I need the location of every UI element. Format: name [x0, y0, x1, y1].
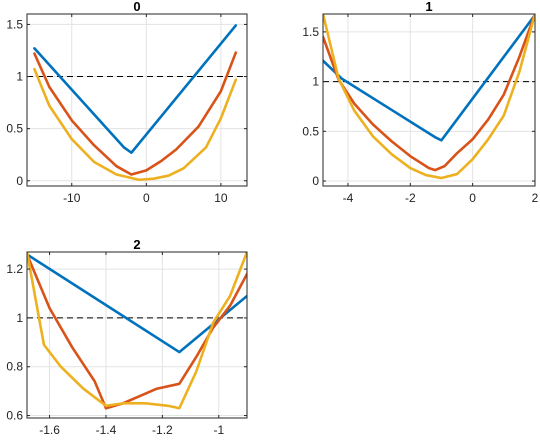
- y-tick-label: 0: [312, 174, 319, 188]
- x-tick-label: 0: [469, 191, 476, 205]
- x-tick-label: -10: [63, 191, 81, 205]
- x-tick-label: 2: [532, 191, 539, 205]
- axes-box: [26, 251, 248, 419]
- chart-panel-2: -1.6 -1.4 -1.2 -1 0.6 0.8 1 1.2 2: [6, 237, 248, 437]
- series-line-3: [33, 67, 238, 182]
- y-tick-label: 1.5: [302, 25, 319, 39]
- series-line-1: [323, 14, 535, 142]
- y-tick-label: 1.5: [6, 17, 23, 31]
- y-tick-label: 0.8: [6, 360, 23, 374]
- y-tick-label: 1: [16, 311, 23, 325]
- y-tick-label: 0: [16, 174, 23, 188]
- x-tick-label: -4: [343, 191, 354, 205]
- series-line-1: [33, 24, 238, 154]
- chart-title: 0: [133, 0, 140, 14]
- chart-panel-0: -10 0 10 0 0.5 1 1.5 0: [6, 0, 248, 205]
- x-tick-label: -1.6: [39, 423, 60, 437]
- y-tick-label: 0.6: [6, 409, 23, 423]
- series-line-2: [27, 253, 247, 410]
- x-tick-label: -1: [213, 423, 224, 437]
- x-tick-label: -2: [405, 191, 416, 205]
- y-tick-label: 0.5: [302, 124, 319, 138]
- axes-box: [26, 13, 248, 187]
- series-line-3: [323, 14, 535, 180]
- y-tick-label: 1: [312, 75, 319, 89]
- chart-panel-1: -4 -2 0 2 0 0.5 1 1.5 1: [302, 0, 538, 205]
- series-line-2: [33, 51, 238, 176]
- x-tick-label: 10: [214, 191, 228, 205]
- series-line-3: [27, 252, 247, 410]
- chart-title: 2: [133, 237, 140, 252]
- chart-title: 1: [425, 0, 432, 14]
- series-line-2: [323, 14, 535, 172]
- x-tick-label: 0: [143, 191, 150, 205]
- y-tick-label: 0.5: [6, 122, 23, 136]
- x-tick-label: -1.2: [152, 423, 173, 437]
- axes-box: [322, 13, 536, 187]
- x-tick-label: -1.4: [96, 423, 117, 437]
- y-tick-label: 1: [16, 70, 23, 84]
- y-tick-label: 1.2: [6, 262, 23, 276]
